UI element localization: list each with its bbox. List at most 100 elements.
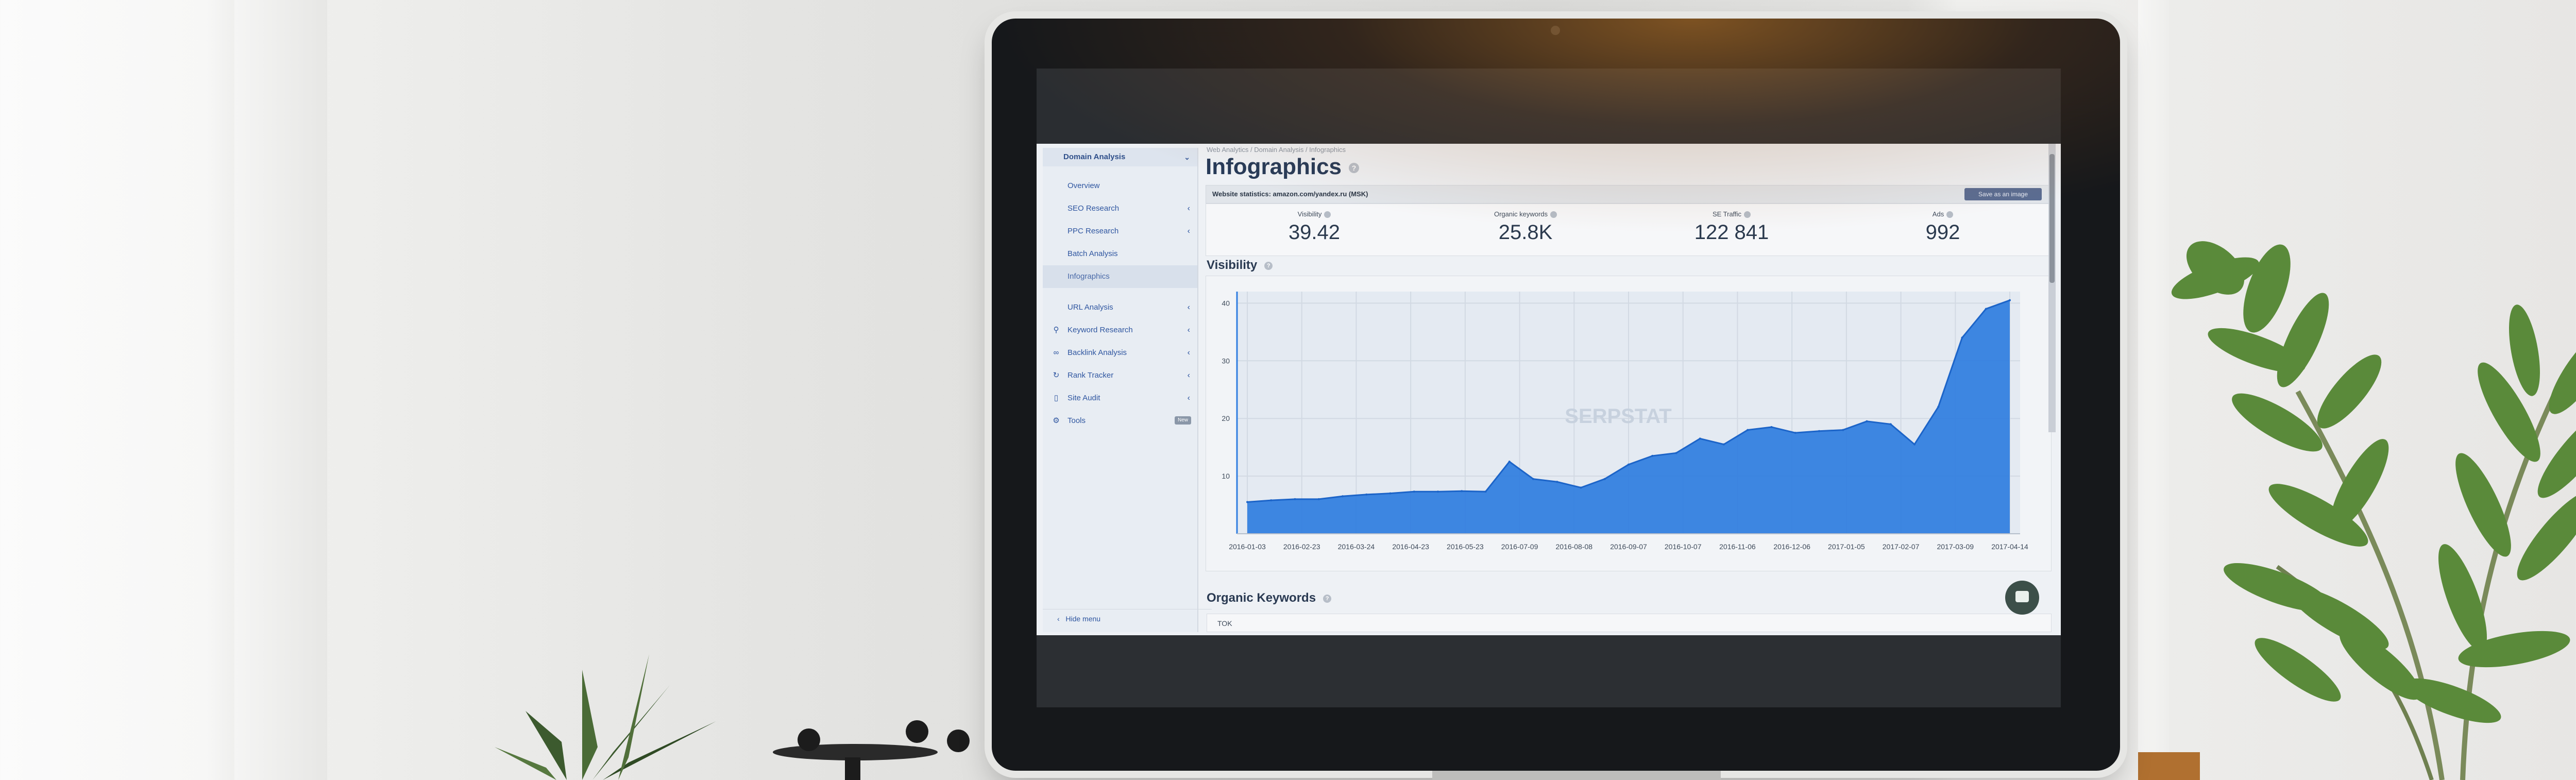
sidebar-header-label: Domain Analysis xyxy=(1063,152,1126,161)
table-header-cell: TOK xyxy=(1217,619,1232,628)
history-icon: ↻ xyxy=(1053,371,1060,380)
data-point xyxy=(1461,490,1463,493)
monitor-stand xyxy=(1432,771,1721,780)
metric-value: 992 xyxy=(1925,221,1960,244)
page-title-text: Infographics xyxy=(1206,154,1342,179)
data-point xyxy=(1651,454,1654,457)
screen: Domain Analysis ⌄ Overview SEO Research … xyxy=(1037,144,2061,635)
y-tick-label: 10 xyxy=(1222,472,1230,480)
visibility-area xyxy=(1247,300,2010,534)
metric-label: Ads xyxy=(1932,210,1944,218)
sidebar-item-overview[interactable]: Overview xyxy=(1043,175,1197,197)
webcam xyxy=(1551,26,1560,35)
sidebar-item-batch-analysis[interactable]: Batch Analysis xyxy=(1043,243,1197,265)
metric-se-traffic: SE Traffic 122 841 xyxy=(1654,210,1809,244)
chat-button[interactable] xyxy=(2005,581,2039,615)
data-point xyxy=(1747,429,1749,431)
data-point xyxy=(1985,308,1987,310)
help-icon[interactable] xyxy=(1324,211,1331,218)
x-tick-label: 2016-05-23 xyxy=(1447,542,1484,551)
data-point xyxy=(1818,430,1820,432)
left-succulent xyxy=(495,654,716,780)
sidebar-item-label: Site Audit xyxy=(1067,394,1100,402)
data-point xyxy=(1675,452,1677,454)
hide-menu-label: Hide menu xyxy=(1065,615,1101,623)
metric-value: 25.8K xyxy=(1498,221,1553,244)
sidebar-item-site-audit[interactable]: ▯ Site Audit ‹ xyxy=(1043,387,1197,410)
data-point xyxy=(1889,423,1892,426)
help-icon[interactable]: ? xyxy=(1349,163,1360,174)
data-point xyxy=(1842,429,1844,431)
sidebar-item-label: Infographics xyxy=(1067,272,1110,281)
website-statistics-label: Website statistics: amazon.com/yandex.ru… xyxy=(1212,190,1368,198)
x-tick-label: 2016-03-24 xyxy=(1338,542,1375,551)
visibility-chart: 2016-01-03 2016-02-23 2016-03-24 2016-04-23… xyxy=(1206,276,2052,571)
window-frame-right xyxy=(2138,0,2169,780)
chevron-left-icon: ‹ xyxy=(1187,348,1190,357)
metric-label: SE Traffic xyxy=(1712,210,1742,218)
sidebar-item-keyword-research[interactable]: ⚲ Keyword Research ‹ xyxy=(1043,319,1197,342)
help-icon[interactable] xyxy=(1550,211,1557,218)
metric-label: Organic keywords xyxy=(1494,210,1548,218)
help-icon[interactable]: ? xyxy=(1264,261,1273,270)
sidebar-item-rank-tracker[interactable]: ↻ Rank Tracker ‹ xyxy=(1043,364,1197,387)
chain-icon: ∞ xyxy=(1053,348,1059,357)
metric-value: 39.42 xyxy=(1288,221,1341,244)
visibility-section-title: Visibility? xyxy=(1207,258,1273,273)
chevron-left-icon: ‹ xyxy=(1187,204,1190,213)
x-tick-label: 2017-01-05 xyxy=(1828,542,1865,551)
sidebar-item-backlink-analysis[interactable]: ∞ Backlink Analysis ‹ xyxy=(1043,342,1197,364)
data-point xyxy=(1270,499,1273,502)
data-point xyxy=(1508,461,1511,463)
breadcrumb[interactable]: Web Analytics / Domain Analysis / Infogr… xyxy=(1207,146,1346,154)
data-point xyxy=(1365,493,1368,496)
data-point xyxy=(1389,492,1392,495)
organic-keywords-table: TOK xyxy=(1207,614,2052,632)
x-tick-label: 2016-04-23 xyxy=(1392,542,1429,551)
chevron-left-icon: ‹ xyxy=(1187,227,1190,235)
sidebar-item-label: Keyword Research xyxy=(1067,326,1133,334)
save-as-image-button[interactable]: Save as an image xyxy=(1964,188,2042,200)
data-point xyxy=(1484,490,1487,493)
help-icon[interactable] xyxy=(1744,211,1751,218)
data-point xyxy=(2009,299,2011,301)
sidebar-header-domain-analysis[interactable]: Domain Analysis ⌄ xyxy=(1043,148,1197,166)
sidebar-item-label: SEO Research xyxy=(1067,204,1120,213)
metric-visibility: Visibility 39.42 xyxy=(1237,210,1392,244)
metric-ads: Ads 992 xyxy=(1866,210,2020,244)
window-frame-left xyxy=(234,0,327,780)
data-point xyxy=(1580,486,1582,489)
x-tick-label: 2016-09-07 xyxy=(1610,542,1647,551)
sidebar-item-infographics[interactable]: Infographics xyxy=(1043,265,1197,288)
help-icon[interactable] xyxy=(1946,211,1954,218)
x-tick-label: 2017-04-14 xyxy=(1991,542,2028,551)
sidebar-item-tools[interactable]: ⚙ Tools New xyxy=(1043,410,1197,432)
screen-bottom-area xyxy=(1037,635,2061,707)
browser-top-area xyxy=(1037,69,2061,144)
x-tick-label: 2017-03-09 xyxy=(1937,542,1974,551)
metric-label: Visibility xyxy=(1297,210,1322,218)
chevron-left-icon: ‹ xyxy=(1187,371,1190,380)
sidebar-item-label: Rank Tracker xyxy=(1067,371,1114,380)
hide-menu-button[interactable]: ‹ Hide menu xyxy=(1043,609,1212,628)
sidebar-item-label: Batch Analysis xyxy=(1067,249,1118,258)
sidebar: Domain Analysis ⌄ Overview SEO Research … xyxy=(1043,148,1212,632)
sidebar-item-url-analysis[interactable]: URL Analysis ‹ xyxy=(1043,296,1197,319)
y-tick-label: 20 xyxy=(1222,414,1230,422)
scrollbar-thumb[interactable] xyxy=(2049,154,2055,283)
organic-keywords-section-title: Organic Keywords? xyxy=(1207,591,1332,605)
new-badge: New xyxy=(1174,416,1191,425)
visibility-title-text: Visibility xyxy=(1207,258,1258,272)
gear-icon: ⚙ xyxy=(1053,416,1060,425)
data-point xyxy=(1699,437,1701,440)
sidebar-item-label: Backlink Analysis xyxy=(1067,348,1127,357)
sidebar-item-ppc-research[interactable]: PPC Research ‹ xyxy=(1043,220,1197,243)
data-point xyxy=(1770,426,1773,428)
chevron-left-icon: ‹ xyxy=(1187,326,1190,334)
chevron-left-icon: ‹ xyxy=(1057,615,1064,623)
data-point xyxy=(1317,498,1320,500)
sidebar-item-seo-research[interactable]: SEO Research ‹ xyxy=(1043,197,1197,220)
scrollbar[interactable] xyxy=(2048,144,2056,432)
help-icon[interactable]: ? xyxy=(1323,594,1332,603)
